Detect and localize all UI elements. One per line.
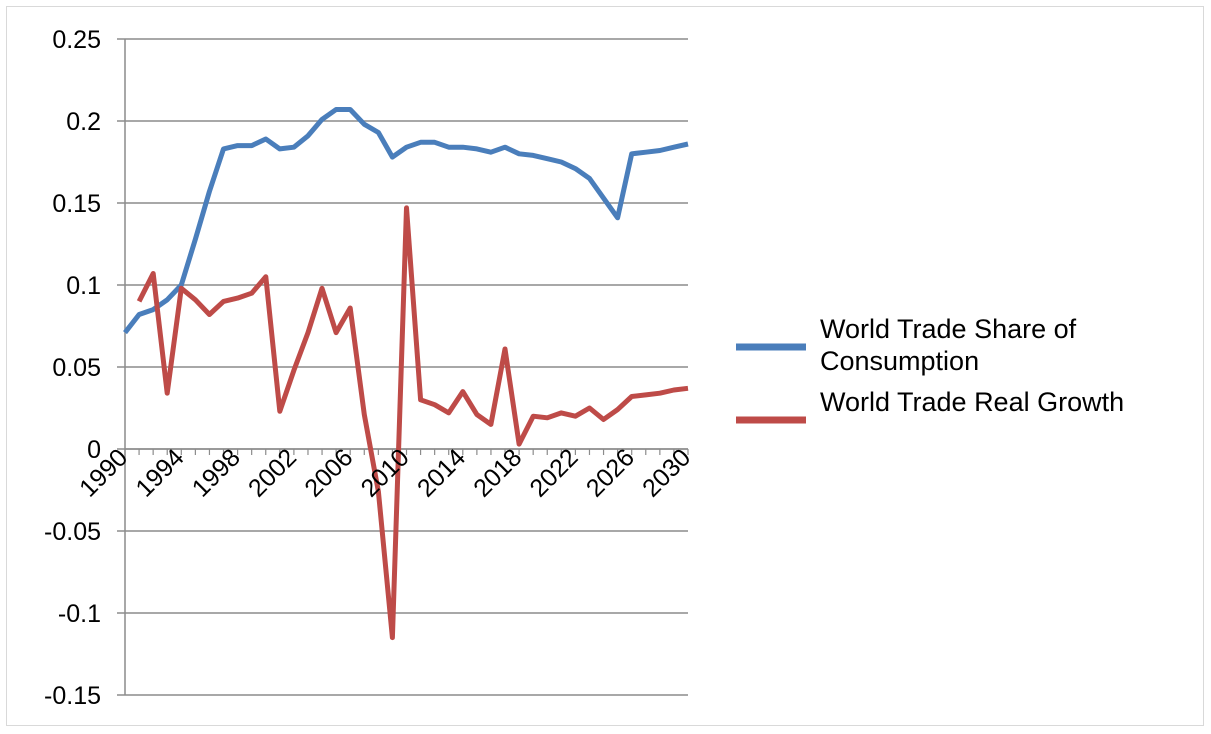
y-tick-label: 0.05 xyxy=(52,354,101,382)
y-tick-label: -0.05 xyxy=(44,518,101,546)
series-line-1 xyxy=(123,107,689,335)
y-tick-label: -0.1 xyxy=(58,600,101,628)
y-tick-labels: 0.25 0.2 0.15 0.1 0.05 0 -0.05 -0.1 -0.15 xyxy=(44,26,101,710)
y-tick-label: 0.1 xyxy=(66,272,101,300)
legend-label-2: World Trade Real Growth xyxy=(820,387,1124,417)
legend-label-1: World Trade Share of Consumption xyxy=(820,314,1077,376)
gridlines xyxy=(125,38,688,696)
chart-frame xyxy=(6,6,1204,726)
legend: World Trade Share of Consumption World Tra… xyxy=(736,314,1124,424)
y-tick-label: 0 xyxy=(87,436,101,464)
axes xyxy=(117,38,689,696)
y-tick-label: 0.2 xyxy=(66,108,101,136)
series-lines xyxy=(123,107,689,641)
series-line-2 xyxy=(136,205,689,641)
y-tick-label: -0.15 xyxy=(44,682,101,710)
y-tick-label: 0.25 xyxy=(52,26,101,54)
y-tick-label: 0.15 xyxy=(52,190,101,218)
x-tick-labels: 1990199419982002200620102014201820222026… xyxy=(74,443,696,502)
